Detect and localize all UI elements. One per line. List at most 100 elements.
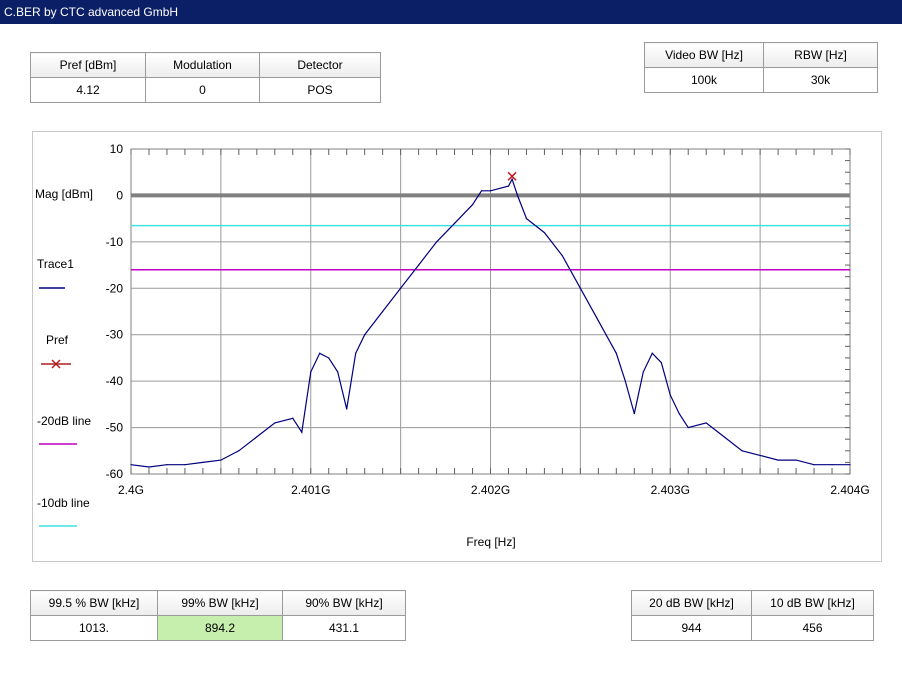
y-tick-label: -60 bbox=[106, 467, 124, 481]
spectrum-chart[interactable]: 10 0 -10 -20 -30 -40 -50 -60 2.4G 2.401G 2.402G 2.… bbox=[33, 132, 881, 561]
rbw-header: RBW [Hz] bbox=[763, 42, 878, 68]
y-axis-label: Mag [dBm] bbox=[35, 187, 93, 201]
y-tick-label: 0 bbox=[116, 188, 123, 202]
trace1-point bbox=[418, 264, 420, 266]
pref-header: Pref [dBm] bbox=[30, 52, 146, 78]
video-bw-value: 100k bbox=[644, 67, 764, 93]
trace1-line bbox=[130, 177, 850, 468]
bw-20db-header: 20 dB BW [kHz] bbox=[631, 590, 752, 616]
legend-label-20db: -20dB line bbox=[37, 414, 91, 428]
rbw-value: 30k bbox=[763, 67, 878, 93]
modulation-header: Modulation bbox=[145, 52, 260, 78]
trace1-point bbox=[202, 461, 204, 463]
trace1-point bbox=[831, 464, 833, 466]
trace1-point bbox=[633, 413, 635, 415]
window-title: C.BER by CTC advanced GmbH bbox=[4, 5, 179, 19]
trace1-point bbox=[741, 450, 743, 452]
trace1-point bbox=[813, 464, 815, 466]
bandwidth-settings-table: Video BW [Hz] RBW [Hz] 100k 30k bbox=[644, 42, 878, 93]
y-tick-label: -10 bbox=[106, 235, 124, 249]
trace1-point bbox=[597, 320, 599, 322]
spectrum-plot-panel: 10 0 -10 -20 -30 -40 -50 -60 2.4G 2.401G 2.402G 2.… bbox=[32, 131, 882, 562]
trace1-point bbox=[759, 454, 761, 457]
trace1-point bbox=[382, 310, 384, 313]
trace1-point bbox=[525, 218, 528, 220]
trace1-point bbox=[642, 371, 644, 373]
trace1-point bbox=[184, 464, 186, 466]
trace1-point bbox=[543, 231, 546, 234]
x-tick-label: 2.401G bbox=[291, 483, 330, 497]
legend-pref-x-icon bbox=[51, 359, 61, 369]
db-bandwidth-table: 20 dB BW [kHz] 10 dB BW [kHz] 944 456 bbox=[631, 590, 874, 641]
trace1-point bbox=[453, 222, 456, 224]
trace1-point bbox=[795, 459, 797, 461]
x-tick-label: 2.4G bbox=[118, 483, 144, 497]
bw-20db-value: 944 bbox=[631, 615, 752, 641]
x-tick-label: 2.404G bbox=[830, 483, 869, 497]
trace1-point bbox=[678, 413, 680, 415]
y-tick-label: -50 bbox=[106, 421, 124, 435]
trace1-point bbox=[256, 436, 258, 438]
chart-legend: Trace1 Pref -20dB line -10db line bbox=[37, 257, 91, 527]
trace1-point bbox=[705, 422, 707, 424]
trace1-point bbox=[489, 190, 492, 192]
trace1-point bbox=[337, 371, 339, 373]
bw-99-header: 99% BW [kHz] bbox=[157, 590, 283, 616]
trace1-point bbox=[660, 361, 662, 364]
trace1-point bbox=[274, 422, 276, 424]
trace1-point bbox=[166, 464, 168, 466]
pref-value: 4.12 bbox=[30, 77, 146, 103]
legend-label-trace1: Trace1 bbox=[37, 257, 74, 271]
detector-header: Detector bbox=[259, 52, 381, 78]
detector-value: POS bbox=[259, 77, 381, 103]
trace1-point bbox=[561, 255, 564, 257]
trace1-point bbox=[687, 426, 689, 429]
bw-10db-value: 456 bbox=[751, 615, 874, 641]
trace1-point bbox=[346, 408, 348, 410]
window-title-bar: C.BER by CTC advanced GmbH bbox=[0, 0, 902, 24]
measurement-settings-table: Pref [dBm] Modulation Detector 4.12 0 PO… bbox=[30, 52, 381, 103]
bw-90-value: 431.1 bbox=[282, 615, 406, 641]
trace1-point bbox=[292, 417, 294, 419]
trace1-point bbox=[364, 334, 366, 336]
y-tick-label: -40 bbox=[106, 374, 124, 388]
trace1-point bbox=[777, 459, 779, 461]
trace1-point bbox=[148, 466, 150, 468]
trace1-point bbox=[301, 431, 303, 433]
legend-label-10db: -10db line bbox=[37, 496, 90, 510]
y-tick-label: -20 bbox=[106, 281, 124, 295]
bw-10db-header: 10 dB BW [kHz] bbox=[751, 590, 874, 616]
trace1-point bbox=[723, 436, 725, 438]
trace1-point bbox=[130, 464, 132, 466]
trace1-point bbox=[511, 178, 513, 180]
trace1-point bbox=[220, 459, 222, 461]
y-tick-label: 10 bbox=[110, 142, 124, 156]
trace1-point bbox=[849, 464, 851, 466]
trace1-point bbox=[319, 352, 321, 354]
y-tick-label: -30 bbox=[106, 328, 124, 342]
bw-90-header: 90% BW [kHz] bbox=[282, 590, 406, 616]
trace1-point bbox=[651, 352, 653, 354]
x-tick-label: 2.402G bbox=[471, 483, 510, 497]
legend-label-pref: Pref bbox=[46, 333, 69, 347]
trace1-point bbox=[615, 352, 617, 354]
video-bw-header: Video BW [Hz] bbox=[644, 42, 764, 68]
trace1-point bbox=[355, 352, 357, 354]
bw-99-5-value: 1013. bbox=[30, 615, 158, 641]
trace1-point bbox=[516, 194, 519, 197]
x-tick-label: 2.403G bbox=[651, 483, 690, 497]
trace1-point bbox=[507, 185, 510, 187]
trace1-point bbox=[624, 380, 626, 382]
trace1-point bbox=[238, 450, 240, 452]
occupied-bandwidth-table: 99.5 % BW [kHz] 99% BW [kHz] 90% BW [kHz… bbox=[30, 590, 406, 641]
trace1-point bbox=[480, 190, 483, 192]
trace1-point bbox=[328, 357, 330, 359]
modulation-value: 0 bbox=[145, 77, 260, 103]
trace1-point bbox=[471, 204, 474, 206]
trace1-point bbox=[400, 287, 402, 289]
x-axis-label: Freq [Hz] bbox=[466, 535, 515, 549]
bw-99-value: 894.2 bbox=[157, 615, 283, 641]
trace1-point bbox=[579, 287, 581, 289]
trace1-point bbox=[310, 371, 312, 373]
bw-99-5-header: 99.5 % BW [kHz] bbox=[30, 590, 158, 616]
